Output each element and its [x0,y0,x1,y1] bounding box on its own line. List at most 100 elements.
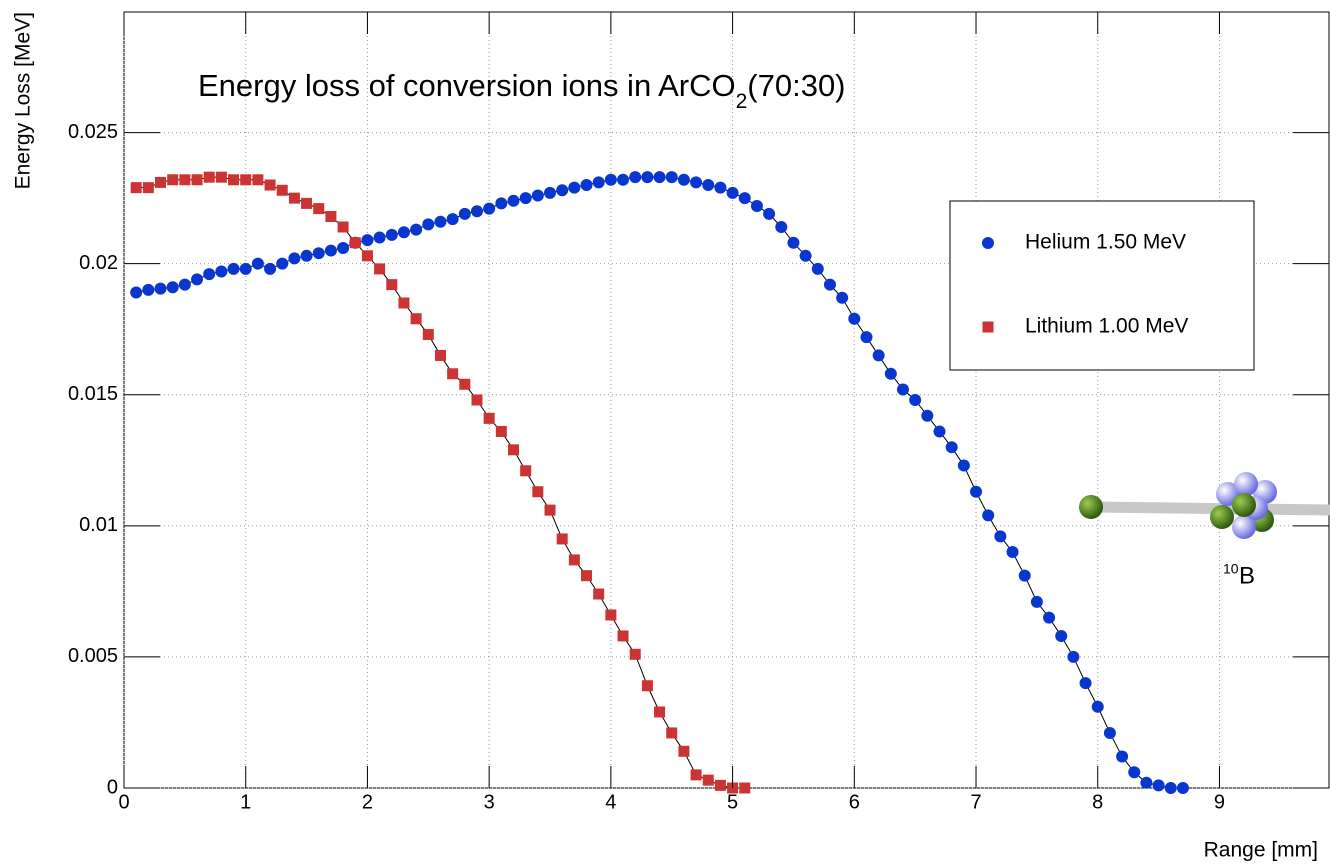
marker [678,745,690,757]
marker [495,425,507,437]
marker [896,383,909,396]
marker [507,444,519,456]
legend-label: Lithium 1.00 MeV [1025,315,1188,338]
marker [166,281,179,294]
x-tick-label: 7 [970,791,981,813]
grid [123,12,1329,789]
marker [483,412,495,424]
marker [519,192,532,205]
marker [300,249,313,262]
legend: Helium 1.50 MeV Lithium 1.00 MeV [949,200,1255,371]
marker [568,554,580,566]
marker [410,223,423,236]
isotope-symbol: B [1239,562,1255,589]
marker [471,394,483,406]
marker [276,257,289,270]
marker [154,282,167,295]
marker [337,241,350,254]
marker [653,171,666,184]
boron-illustration: 10 B [1079,472,1330,589]
marker [848,312,861,325]
y-tick-label: 0.025 [68,121,118,143]
marker [239,262,252,275]
marker [374,263,386,275]
marker [970,485,983,498]
nucleon [1210,505,1234,529]
x-tick-label: 0 [118,791,129,813]
marker [264,179,276,191]
marker [654,706,666,718]
isotope-mass: 10 [1223,561,1239,577]
nucleon [1232,515,1256,539]
marker [361,234,374,247]
y-tick-label: 0.015 [68,383,118,405]
marker [142,182,154,194]
marker [313,203,325,215]
x-tick-label: 6 [849,791,860,813]
legend-box [949,200,1255,371]
marker [130,182,142,194]
x-tick-label: 3 [484,791,495,813]
marker [1140,776,1153,789]
x-tick-label: 1 [240,791,251,813]
y-tick-label: 0 [107,776,118,798]
marker [458,207,471,220]
marker [264,262,277,275]
marker [945,441,958,454]
marker [1030,595,1043,608]
marker [799,249,812,262]
marker [227,262,240,275]
marker [690,769,702,781]
marker [459,378,471,390]
marker [872,349,885,362]
marker [1176,782,1189,794]
x-tick-label: 9 [1214,791,1225,813]
marker [252,174,264,186]
plot-frame [123,11,1330,789]
marker [386,279,398,291]
marker [1079,677,1092,690]
marker [933,425,946,438]
marker [240,174,252,186]
marker [191,273,204,286]
marker [495,197,508,210]
marker [531,189,544,202]
marker [665,171,678,184]
marker [690,176,703,189]
marker [544,186,557,199]
marker [422,328,434,340]
ion [1079,495,1103,519]
marker [349,237,361,249]
marker [203,268,216,281]
marker [398,297,410,309]
marker [1152,779,1165,792]
marker [909,394,922,406]
marker [714,181,727,194]
marker [750,200,763,212]
y-tick-label: 0.02 [79,252,118,274]
marker [446,213,459,226]
marker [823,278,836,291]
marker [434,349,446,361]
marker [714,779,726,791]
marker [811,262,824,275]
chart-title: Energy loss of conversion ions in ArCO2(… [198,68,846,112]
marker [592,176,605,189]
marker [179,174,191,186]
marker [397,226,410,239]
marker [288,252,301,265]
marker [1128,766,1141,779]
marker [422,218,435,231]
marker [1055,629,1068,642]
marker [860,331,873,344]
marker [982,321,994,333]
marker [1006,546,1019,559]
marker [593,588,605,600]
marker [568,181,581,194]
marker [434,215,447,228]
marker [629,648,641,660]
marker [702,774,714,786]
marker [520,465,532,477]
marker [228,174,240,186]
